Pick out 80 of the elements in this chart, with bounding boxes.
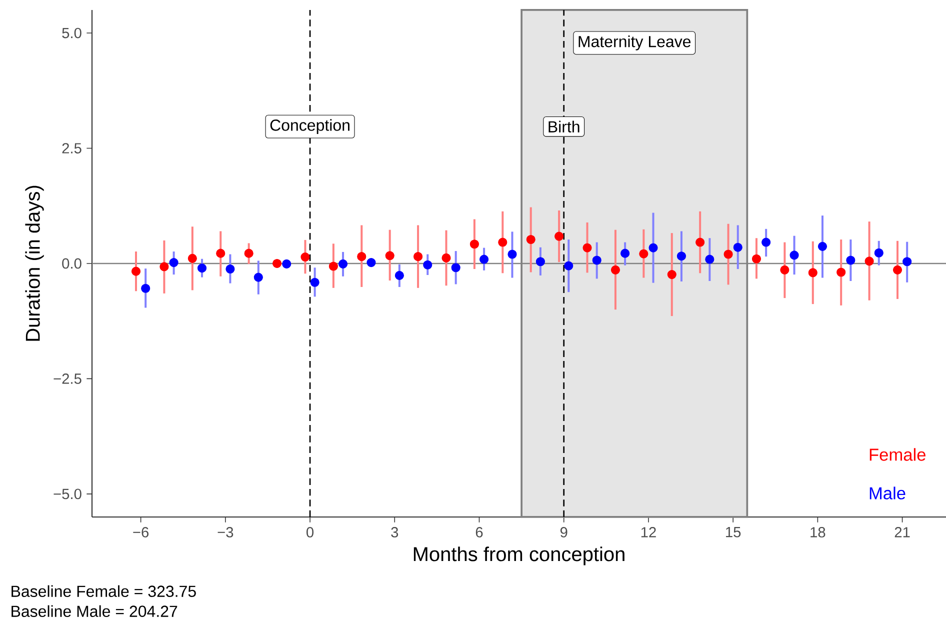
point [592, 256, 602, 265]
y-tick-label: 5.0 [62, 28, 82, 38]
point [414, 252, 423, 262]
point [864, 256, 874, 266]
point [762, 238, 771, 247]
point [131, 266, 141, 276]
x-tick-label: 18 [810, 527, 826, 538]
point [310, 278, 320, 287]
point [254, 272, 263, 282]
point [423, 260, 432, 270]
point [244, 248, 254, 258]
x-tick-label: 0 [306, 527, 314, 538]
point [733, 242, 742, 252]
point [282, 259, 292, 268]
point [216, 248, 226, 258]
point [818, 242, 828, 251]
point [160, 262, 169, 272]
y-axis-title: Duration (in days) [25, 186, 44, 341]
point [846, 256, 856, 265]
point [498, 238, 508, 247]
point [357, 252, 366, 262]
point [676, 252, 686, 261]
point [724, 250, 733, 259]
point [610, 265, 620, 274]
point [272, 258, 282, 268]
text: Female [870, 448, 926, 461]
point [141, 284, 150, 293]
point [836, 268, 846, 277]
point [639, 249, 648, 258]
point [442, 253, 451, 262]
point [874, 248, 884, 258]
point [705, 254, 714, 264]
band-label: Maternity Leave [578, 35, 691, 50]
x-tick-label: 9 [560, 527, 568, 538]
point [582, 243, 592, 252]
point [226, 264, 235, 274]
point [790, 250, 799, 260]
point [394, 270, 404, 280]
point [648, 243, 658, 252]
point [536, 257, 545, 266]
y-tick-label: 2.5 [62, 143, 82, 154]
point [526, 234, 536, 244]
point [564, 261, 574, 270]
text: Baseline Female = 323.75 [12, 585, 196, 597]
x-tick-label: 3 [391, 527, 398, 538]
point [451, 263, 460, 272]
point [808, 268, 818, 278]
x-tick-label: 12 [641, 527, 656, 538]
point [385, 251, 394, 260]
x-tick-label: 15 [726, 527, 741, 538]
x-tick-label: −6 [133, 527, 149, 538]
x-axis-title: Months from conception [414, 546, 624, 566]
point [508, 250, 517, 259]
point [338, 259, 348, 268]
x-tick-label: −3 [218, 527, 234, 538]
point [366, 258, 376, 268]
point [752, 254, 762, 264]
point [470, 240, 479, 249]
point [667, 270, 676, 280]
point [479, 254, 489, 264]
point [197, 264, 207, 273]
point [169, 258, 178, 268]
text: Baseline Male = 204.27 [12, 605, 178, 617]
point [892, 265, 902, 274]
y-tick-label: −5.0 [54, 488, 82, 500]
x-tick-label: 6 [476, 527, 483, 538]
point [328, 262, 338, 271]
ref-line-label: Birth [548, 120, 580, 132]
point [902, 257, 912, 266]
point [780, 265, 790, 274]
point [620, 248, 630, 258]
ref-line-label: Conception [270, 119, 350, 134]
point [554, 232, 564, 241]
x-tick-label: 21 [894, 527, 910, 538]
point [188, 254, 197, 263]
point [696, 238, 705, 247]
text: Male [870, 486, 906, 500]
y-tick-label: −2.5 [54, 374, 82, 384]
point [300, 252, 310, 262]
y-tick-label: 0.0 [62, 258, 82, 269]
